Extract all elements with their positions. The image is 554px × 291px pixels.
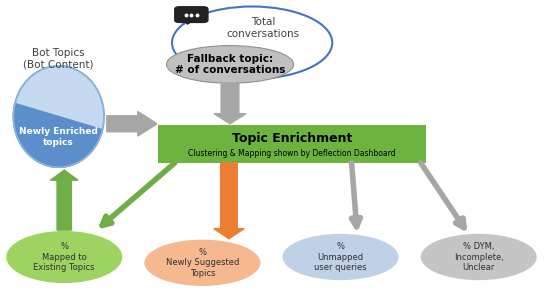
- Text: Topic Enrichment: Topic Enrichment: [232, 132, 352, 145]
- FancyBboxPatch shape: [158, 125, 426, 163]
- Polygon shape: [107, 111, 157, 136]
- Text: Fallback topic:
# of conversations: Fallback topic: # of conversations: [175, 54, 285, 75]
- Polygon shape: [214, 163, 244, 239]
- Ellipse shape: [283, 234, 398, 280]
- Ellipse shape: [420, 234, 537, 280]
- Text: Total
conversations: Total conversations: [227, 17, 300, 39]
- Text: Bot Topics
(Bot Content): Bot Topics (Bot Content): [23, 48, 94, 70]
- Polygon shape: [214, 83, 246, 124]
- Ellipse shape: [167, 46, 294, 83]
- Text: %
Newly Suggested
Topics: % Newly Suggested Topics: [166, 248, 239, 278]
- Text: % DYM,
Incomplete,
Unclear: % DYM, Incomplete, Unclear: [454, 242, 504, 272]
- Ellipse shape: [172, 6, 332, 79]
- FancyBboxPatch shape: [175, 7, 208, 22]
- Polygon shape: [13, 103, 102, 167]
- Text: Newly Enriched
topics: Newly Enriched topics: [19, 127, 98, 146]
- Ellipse shape: [145, 239, 260, 286]
- Polygon shape: [184, 20, 193, 24]
- Ellipse shape: [6, 231, 122, 283]
- Text: Clustering & Mapping shown by Deflection Dashboard: Clustering & Mapping shown by Deflection…: [188, 149, 396, 158]
- Text: %
Mapped to
Existing Topics: % Mapped to Existing Topics: [33, 242, 95, 272]
- Ellipse shape: [13, 66, 104, 167]
- Polygon shape: [50, 170, 78, 230]
- Text: %
Unmapped
user queries: % Unmapped user queries: [314, 242, 367, 272]
